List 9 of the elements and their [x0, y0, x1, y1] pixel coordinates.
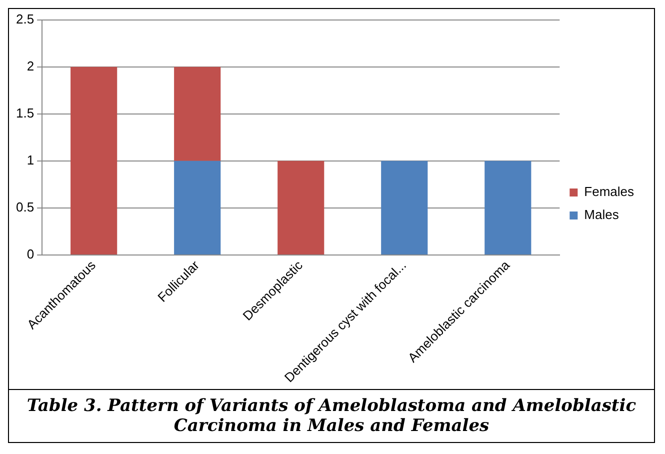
y-tick-label: 2 — [26, 58, 34, 74]
legend-label: Males — [584, 207, 620, 222]
legend-label: Females — [584, 184, 634, 200]
y-tick-label: 0 — [26, 246, 34, 262]
caption: Table 3. Pattern of Variants of Ameloblastoma and Ameloblastic Carcinoma in Males and Females — [9, 389, 654, 442]
y-tick-label: 1.5 — [16, 105, 34, 120]
y-tick-label: 1 — [26, 152, 34, 168]
y-tick-label: 2.5 — [16, 11, 34, 26]
y-tick-label: 0.5 — [16, 200, 34, 215]
